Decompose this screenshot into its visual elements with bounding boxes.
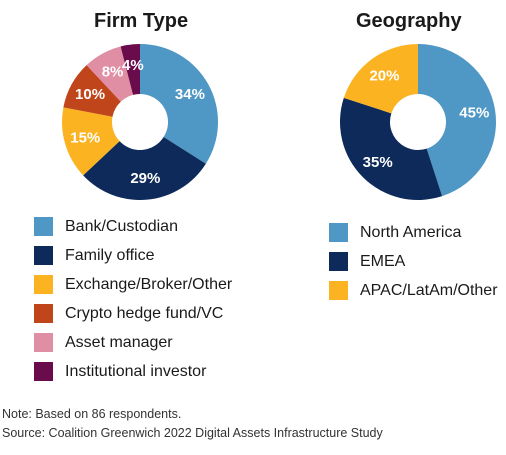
legend-label: Bank/Custodian [65,217,178,235]
legend-item-institutional-investor: Institutional investor [34,357,232,386]
slice-bank-custodian [140,44,218,164]
legend-item-family-office: Family office [34,241,232,270]
data-label-institutional-investor: 4% [122,57,144,74]
firm-type-donut: 34% 29% 15% 10% 8%4% [62,44,218,200]
legend-label: Crypto hedge fund/VC [65,304,224,322]
slice-family-office [83,137,206,200]
legend-swatch [34,275,53,294]
geography-title: Geography [356,10,462,32]
legend-label: EMEA [360,252,406,270]
legend-item-bank-custodian: Bank/Custodian [34,212,232,241]
data-label-family-office: 29% [130,170,160,187]
slice-exchange-broker-other [62,107,120,176]
slice-north-america [418,44,496,197]
legend-swatch [34,362,53,381]
firm-type-title: Firm Type [94,10,189,32]
legend-label: APAC/LatAm/Other [360,281,498,299]
legend-swatch [329,252,348,271]
legend-item-asset-manager: Asset manager [34,328,232,357]
legend-swatch [34,333,53,352]
note-text: Note: Based on 86 respondents. [2,407,182,421]
legend-item-apac-latam-other: APAC/LatAm/Other [329,276,498,305]
data-label-apac-latam-other: 20% [369,67,399,84]
data-label-asset-manager: 8% [102,64,124,81]
legend-label: Institutional investor [65,362,207,380]
legend-swatch [329,223,348,242]
slice-asset-manager [86,46,134,102]
legend-item-exchange-broker-other: Exchange/Broker/Other [34,270,232,299]
data-label-north-america: 45% [459,105,489,122]
legend-label: North America [360,223,462,241]
slice-apac-latam-other [343,44,418,114]
data-label-emea: 35% [363,154,393,171]
data-label-bank-custodian: 34% [175,86,205,103]
slice-crypto-hedge-fund-vc [63,65,121,117]
legend-label: Asset manager [65,333,173,351]
legend-label: Family office [65,246,155,264]
firm-type-legend: Bank/Custodian Family office Exchange/Brok… [34,212,232,386]
slice-emea [340,97,443,200]
geography-legend: North America EMEA APAC/LatAm/Other [329,218,498,305]
source-text: Source: Coalition Greenwich 2022 Digital… [2,426,383,440]
legend-label: Exchange/Broker/Other [65,275,233,293]
geography-donut: 45% 35% 20% [340,44,496,200]
legend-swatch [34,304,53,323]
legend-swatch [34,246,53,265]
slice-institutional-investor [120,44,140,95]
legend-item-north-america: North America [329,218,498,247]
data-label-crypto-hedge-fund-vc: 10% [75,86,105,103]
legend-item-crypto-hedge-fund-vc: Crypto hedge fund/VC [34,299,232,328]
legend-swatch [329,281,348,300]
legend-swatch [34,217,53,236]
legend-item-emea: EMEA [329,247,498,276]
data-label-exchange-broker-other: 15% [70,129,100,146]
